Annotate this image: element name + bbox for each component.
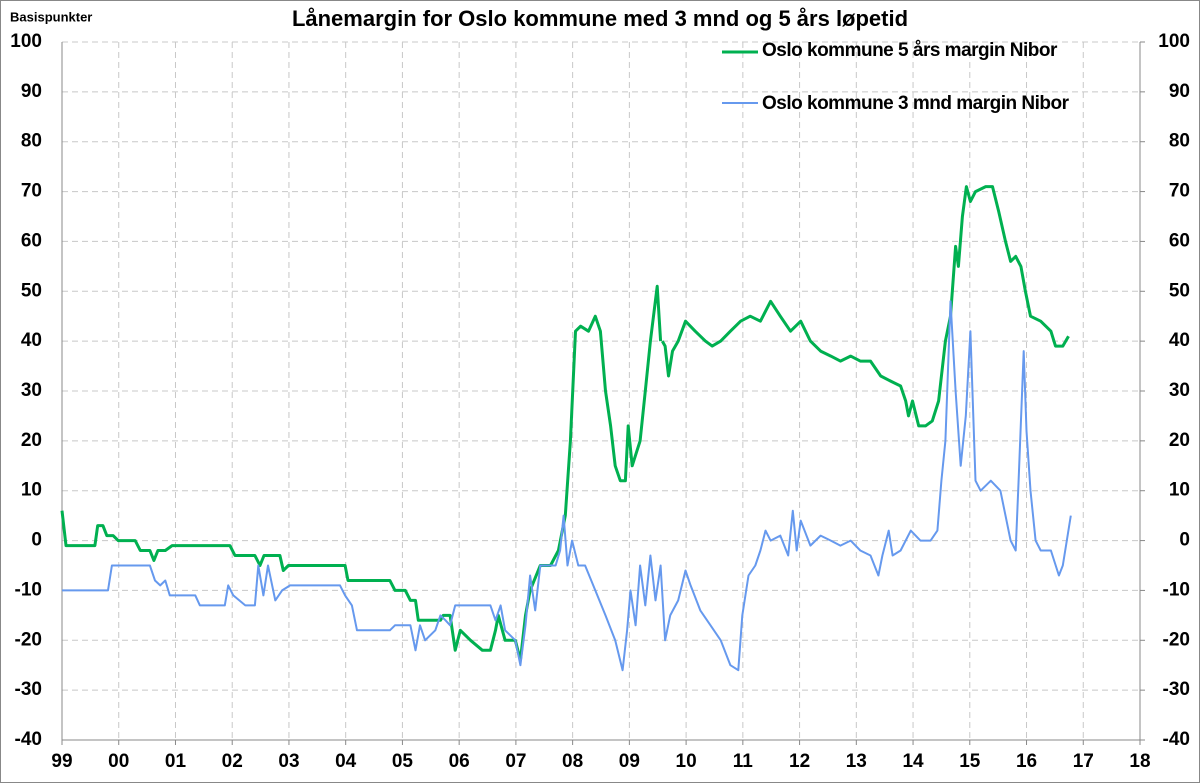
y-tick-label: -30 bbox=[15, 679, 42, 700]
x-tick-label: 00 bbox=[108, 751, 129, 772]
x-tick-label: 15 bbox=[959, 751, 981, 772]
y-tick-label: 30 bbox=[21, 380, 42, 401]
x-tick-label: 14 bbox=[902, 751, 924, 772]
y2-tick-label: -10 bbox=[1163, 579, 1190, 600]
y-tick-label: -20 bbox=[15, 629, 42, 650]
y-tick-label: 70 bbox=[21, 181, 42, 202]
x-tick-label: 06 bbox=[449, 751, 470, 772]
x-tick-label: 12 bbox=[789, 751, 810, 772]
chart-title: Lånemargin for Oslo kommune med 3 mnd og… bbox=[292, 6, 908, 31]
x-tick-label: 16 bbox=[1016, 751, 1037, 772]
y2-tick-label: 50 bbox=[1169, 280, 1190, 301]
y2-tick-label: 70 bbox=[1169, 181, 1190, 202]
y-tick-label: 100 bbox=[10, 31, 42, 52]
y2-tick-label: 80 bbox=[1169, 131, 1190, 152]
series-line bbox=[62, 300, 1072, 672]
legend-text: Oslo kommune 5 års margin Nibor bbox=[762, 40, 1057, 61]
x-tick-label: 18 bbox=[1129, 751, 1150, 772]
y-tick-label: -10 bbox=[15, 579, 42, 600]
x-tick-label: 10 bbox=[676, 751, 697, 772]
y2-tick-label: -30 bbox=[1163, 679, 1190, 700]
y2-tick-label: 60 bbox=[1169, 230, 1190, 251]
x-tick-label: 05 bbox=[392, 751, 414, 772]
x-tick-label: 13 bbox=[846, 751, 867, 772]
y-tick-label: 10 bbox=[21, 480, 42, 501]
y2-tick-label: 20 bbox=[1169, 430, 1190, 451]
x-tick-label: 04 bbox=[335, 751, 357, 772]
y2-tick-label: 30 bbox=[1169, 380, 1190, 401]
y2-tick-label: 0 bbox=[1179, 530, 1190, 551]
x-tick-label: 11 bbox=[733, 751, 754, 772]
series-line bbox=[60, 185, 1070, 662]
y-axis-label: Basispunkter bbox=[10, 9, 92, 24]
y2-tick-label: -20 bbox=[1163, 629, 1190, 650]
y-tick-label: 0 bbox=[31, 530, 42, 551]
y-tick-label: 90 bbox=[21, 81, 42, 102]
y2-tick-label: 40 bbox=[1169, 330, 1190, 351]
y2-tick-label: -40 bbox=[1163, 729, 1190, 750]
x-tick-label: 17 bbox=[1073, 751, 1094, 772]
y-tick-label: -40 bbox=[15, 729, 42, 750]
y-tick-label: 20 bbox=[21, 430, 42, 451]
x-tick-label: 03 bbox=[278, 751, 299, 772]
y-tick-label: 40 bbox=[21, 330, 42, 351]
y2-tick-label: 10 bbox=[1169, 480, 1190, 501]
x-tick-label: 07 bbox=[505, 751, 526, 772]
y-tick-label: 60 bbox=[21, 230, 42, 251]
x-tick-label: 99 bbox=[51, 751, 72, 772]
x-tick-label: 02 bbox=[222, 751, 243, 772]
x-tick-label: 09 bbox=[619, 751, 640, 772]
x-tick-label: 01 bbox=[165, 751, 187, 772]
y2-tick-label: 100 bbox=[1158, 31, 1190, 52]
legend-text: Oslo kommune 3 mnd margin Nibor bbox=[762, 93, 1069, 114]
x-tick-label: 08 bbox=[562, 751, 583, 772]
y-tick-label: 50 bbox=[21, 280, 42, 301]
y-tick-label: 80 bbox=[21, 131, 42, 152]
y2-tick-label: 90 bbox=[1169, 81, 1190, 102]
